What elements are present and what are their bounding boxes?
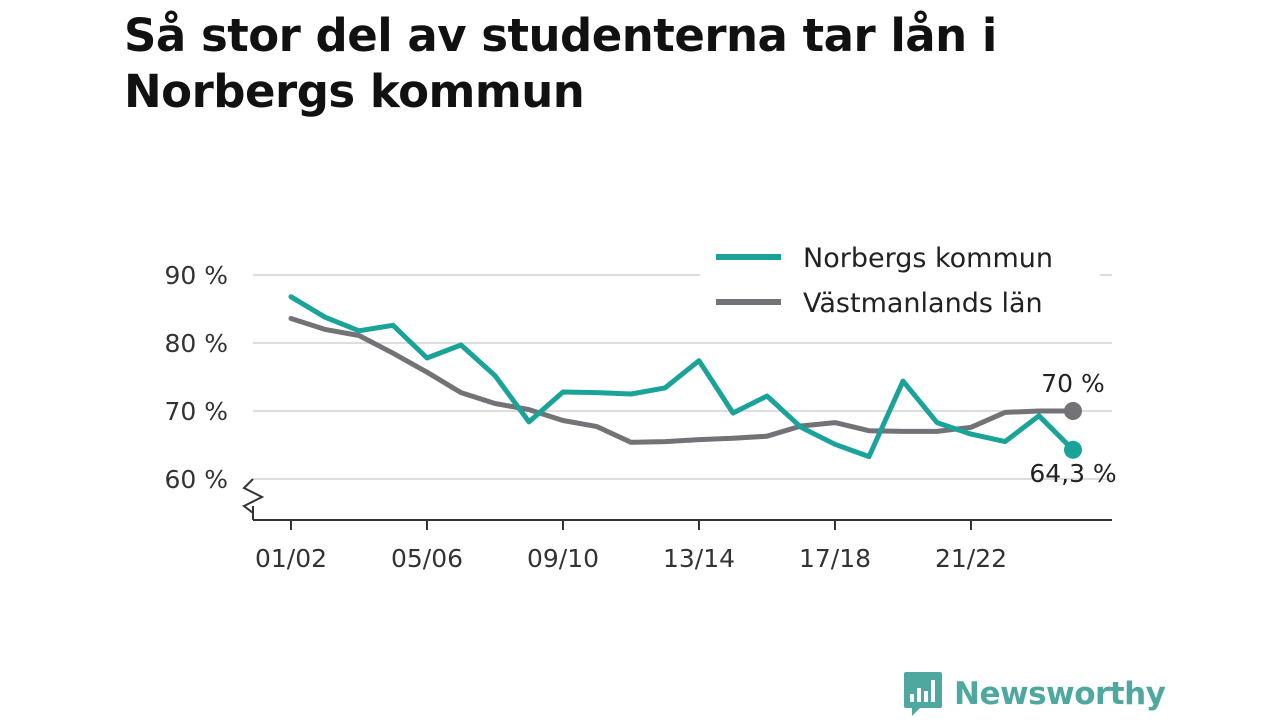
line-chart: 60 % 70 % 80 % 90 % 01/02 05/06 09/10 13/14 17/… [164, 236, 1117, 573]
x-tick-label-13/14: 13/14 [663, 544, 735, 573]
end-label-norberg: 64,3 % [1029, 459, 1116, 488]
x-tick-label-01/02: 01/02 [255, 544, 327, 573]
series-line-1 [288, 316, 1076, 445]
y-tick-label-70: 70 % [164, 397, 228, 426]
series-end-point-0 [1064, 440, 1082, 459]
x-tick-label-21/22: 21/22 [935, 544, 1007, 573]
x-axis [242, 478, 1112, 521]
x-tick-label-17/18: 17/18 [799, 544, 871, 573]
brand-name: Newsworthy [954, 676, 1166, 712]
legend: Norbergs kommun Västmanlands län [700, 236, 1100, 336]
y-axis: 60 % 70 % 80 % 90 % [164, 261, 228, 494]
end-labels: 70 % 64,3 % [1029, 369, 1116, 488]
series-lines [288, 294, 1082, 460]
legend-background [700, 236, 1100, 336]
series-line-0 [288, 294, 1076, 460]
legend-label-1: Västmanlands län [803, 288, 1043, 319]
axis-break-icon [242, 478, 265, 514]
y-tick-label-90: 90 % [164, 261, 228, 290]
series-end-point-1 [1064, 402, 1082, 420]
x-tick-label-05/06: 05/06 [391, 544, 463, 573]
x-axis-ticks: 01/02 05/06 09/10 13/14 17/18 21/22 [255, 520, 1007, 573]
bar-chart-speech-bubble-icon [904, 672, 942, 716]
y-tick-label-60: 60 % [164, 465, 228, 494]
end-label-vastmanlands: 70 % [1041, 369, 1105, 398]
legend-label-0: Norbergs kommun [803, 243, 1053, 274]
x-tick-label-09/10: 09/10 [527, 544, 599, 573]
chart-title: Så stor del av studenterna tar lån i Nor… [124, 9, 997, 118]
newsworthy-logo: Newsworthy [902, 670, 1166, 718]
y-tick-label-80: 80 % [164, 329, 228, 358]
